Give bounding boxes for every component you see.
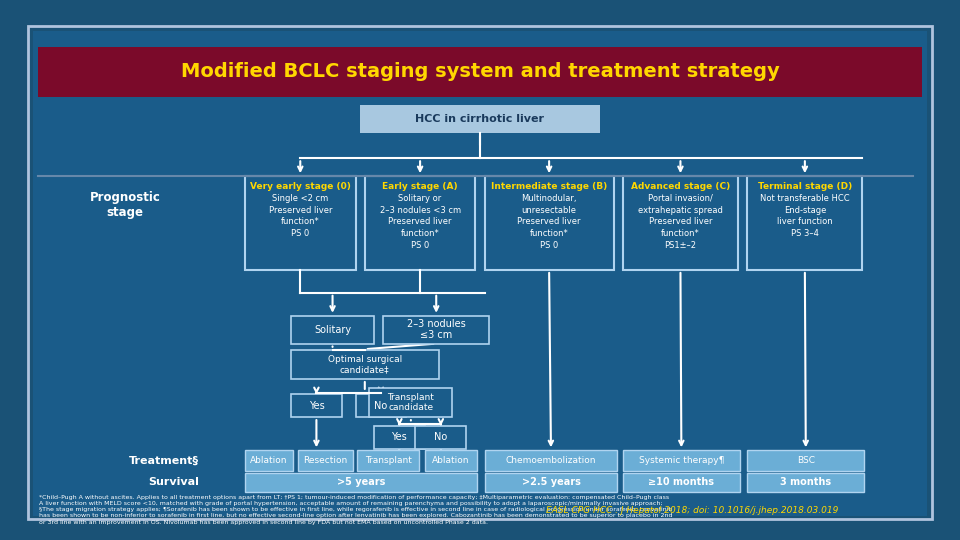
FancyBboxPatch shape [623,450,740,470]
Text: No: No [434,432,447,442]
FancyBboxPatch shape [291,394,342,417]
FancyBboxPatch shape [33,31,927,516]
Text: Modified BCLC staging system and treatment strategy: Modified BCLC staging system and treatme… [180,62,780,80]
FancyBboxPatch shape [416,426,467,449]
FancyBboxPatch shape [374,426,424,449]
Text: 3 months: 3 months [780,477,831,487]
Text: Systemic therapy¶: Systemic therapy¶ [638,456,724,465]
Text: Multinodular,
unresectable
Preserved liver
function*
PS 0: Multinodular, unresectable Preserved liv… [517,194,581,250]
FancyBboxPatch shape [485,450,617,470]
Text: Early stage (A): Early stage (A) [382,182,458,191]
FancyBboxPatch shape [383,316,490,343]
FancyBboxPatch shape [370,388,452,417]
Text: Survival: Survival [148,477,199,487]
Text: 2–3 nodules
≤3 cm: 2–3 nodules ≤3 cm [407,319,466,340]
Text: Solitary: Solitary [314,325,351,335]
Text: Single <2 cm
Preserved liver
function*
PS 0: Single <2 cm Preserved liver function* P… [269,194,332,238]
Text: Treatment§: Treatment§ [129,455,199,465]
Text: Ablation: Ablation [432,456,469,465]
Text: Not transferable HCC
End-stage
liver function
PS 3–4: Not transferable HCC End-stage liver fun… [760,194,850,238]
FancyBboxPatch shape [623,176,738,270]
FancyBboxPatch shape [355,394,406,417]
FancyBboxPatch shape [29,26,931,519]
FancyBboxPatch shape [747,176,862,270]
FancyBboxPatch shape [245,450,293,470]
Text: Ablation: Ablation [251,456,288,465]
FancyBboxPatch shape [623,472,740,492]
Text: *Child–Pugh A without ascites. Applies to all treatment options apart from LT; †: *Child–Pugh A without ascites. Applies t… [39,495,673,525]
Text: Transplant: Transplant [365,456,412,465]
Text: BSC: BSC [797,456,815,465]
FancyBboxPatch shape [365,176,475,270]
FancyBboxPatch shape [485,176,613,270]
FancyBboxPatch shape [37,46,923,97]
Text: Resection: Resection [303,456,348,465]
FancyBboxPatch shape [291,350,439,379]
Text: Terminal stage (D): Terminal stage (D) [757,182,852,191]
FancyBboxPatch shape [747,472,864,492]
FancyBboxPatch shape [424,450,477,470]
Text: HCC in cirrhotic liver: HCC in cirrhotic liver [416,114,544,124]
Text: Advanced stage (C): Advanced stage (C) [631,182,730,191]
Text: Yes: Yes [392,432,407,442]
FancyBboxPatch shape [360,105,600,133]
Text: Very early stage (0): Very early stage (0) [250,182,350,191]
FancyBboxPatch shape [485,472,617,492]
Text: Yes: Yes [308,401,324,411]
Text: >5 years: >5 years [337,477,385,487]
FancyBboxPatch shape [299,450,353,470]
Text: ≥10 months: ≥10 months [648,477,714,487]
Text: Intermediate stage (B): Intermediate stage (B) [491,182,608,191]
Text: Optimal surgical
candidate‡: Optimal surgical candidate‡ [327,355,402,374]
FancyBboxPatch shape [747,450,864,470]
Text: Chemoembolization: Chemoembolization [506,456,596,465]
Text: Portal invasion/
extrahepatic spread
Preserved liver
function*
PS1±–2: Portal invasion/ extrahepatic spread Pre… [638,194,723,250]
Text: No: No [374,401,388,411]
Text: Solitary or
2–3 nodules <3 cm
Preserved liver
function*
PS 0: Solitary or 2–3 nodules <3 cm Preserved … [379,194,461,250]
Text: Transplant
candidate: Transplant candidate [388,393,434,412]
FancyBboxPatch shape [245,472,477,492]
Text: EASL CPG HCC . J Hepatol 2018; doi: 10.1016/j.jhep.2018.03.019: EASL CPG HCC . J Hepatol 2018; doi: 10.1… [546,505,838,515]
Text: >2.5 years: >2.5 years [521,477,581,487]
FancyBboxPatch shape [357,450,420,470]
Text: Prognostic
stage: Prognostic stage [89,191,160,219]
FancyBboxPatch shape [291,316,374,343]
FancyBboxPatch shape [245,176,355,270]
